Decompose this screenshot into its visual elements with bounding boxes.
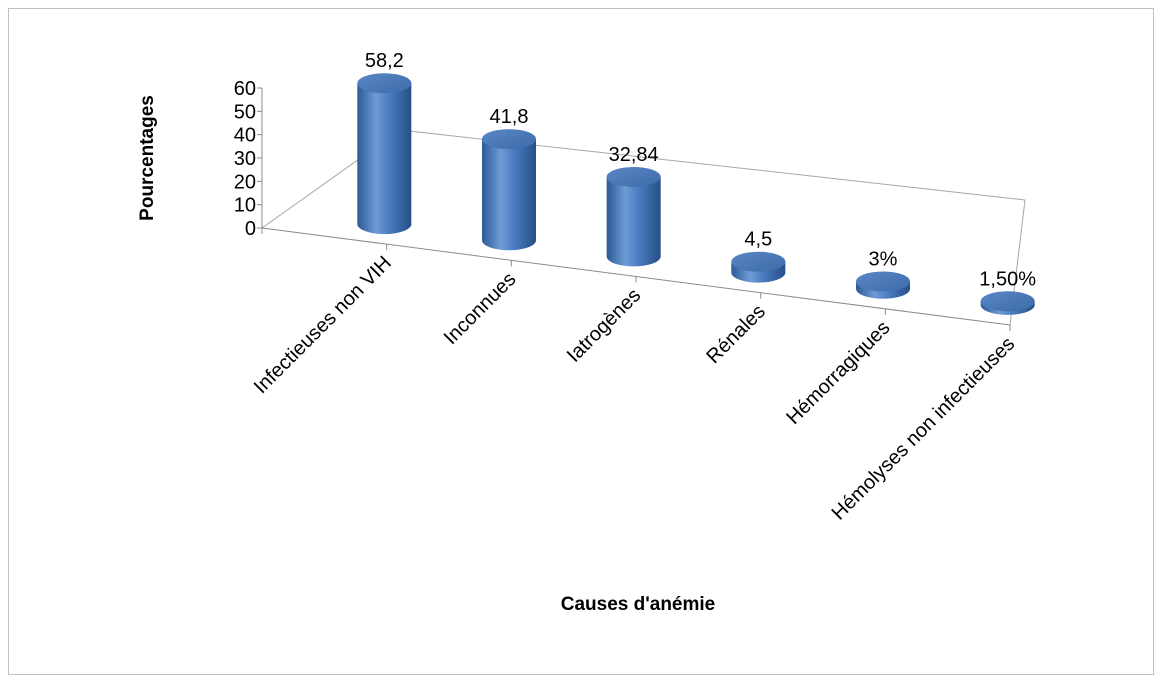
category-label: Inconnues: [440, 268, 521, 349]
value-label: 32,84: [609, 144, 659, 166]
value-label: 3%: [869, 248, 898, 270]
y-tick-label: 0: [245, 218, 256, 240]
x-axis: [261, 227, 1011, 331]
bars: [357, 73, 1035, 315]
category-label: Iatrogènes: [563, 284, 645, 366]
category-label: Hémorragiques: [782, 317, 894, 429]
bar: [856, 271, 910, 299]
y-axis-title: Pourcentages: [137, 95, 158, 221]
value-label: 4,5: [744, 229, 772, 251]
y-tick-label: 60: [234, 78, 256, 100]
bar-top: [357, 73, 412, 94]
bar-body: [606, 176, 661, 267]
bar-top: [606, 166, 661, 187]
y-tick-label: 20: [234, 171, 256, 193]
bar: [606, 166, 661, 267]
value-label: 41,8: [490, 106, 529, 128]
category-label: Rénales: [702, 301, 769, 368]
bar: [357, 73, 412, 235]
value-labels: 58,2 41,8 32,84 4,5 3% 1,50%: [365, 50, 1036, 290]
bar-top: [980, 291, 1035, 312]
bar-body: [357, 83, 412, 235]
bar: [731, 251, 786, 283]
category-label: Infectieuses non VIH: [250, 252, 396, 398]
x-ticks: [261, 228, 1011, 331]
y-tick-label: 50: [234, 101, 256, 123]
bar-top: [731, 251, 786, 272]
bar-body: [482, 139, 536, 251]
bar: [980, 291, 1035, 315]
y-tick-label: 40: [234, 125, 256, 147]
y-tick-label: 30: [234, 148, 256, 170]
value-label: 58,2: [365, 50, 404, 72]
value-label: 1,50%: [979, 268, 1036, 290]
bar-top: [856, 271, 910, 292]
chart-frame: [8, 8, 1154, 675]
bar: [482, 129, 536, 251]
bar-top: [482, 129, 536, 150]
x-axis-title: Causes d'anémie: [561, 594, 715, 615]
y-tick-label: 10: [234, 195, 256, 217]
